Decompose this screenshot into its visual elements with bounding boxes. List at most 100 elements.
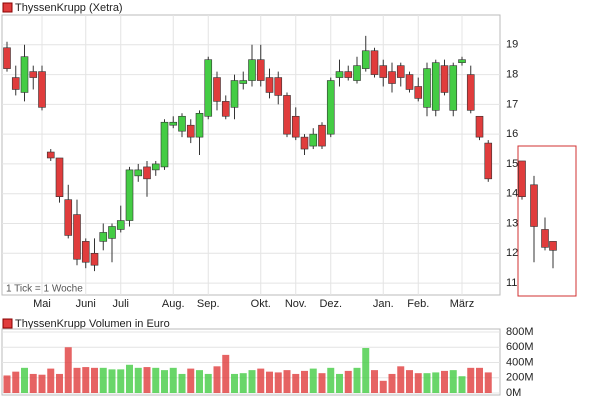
volume-bar [476, 367, 483, 393]
candle-body [300, 136, 309, 150]
candle-body [204, 59, 213, 117]
volume-bar [248, 370, 256, 393]
volume-bar [3, 375, 11, 393]
x-tick-label: Juni [76, 298, 96, 310]
volume-bar [134, 367, 142, 393]
x-tick-label: Feb. [407, 298, 429, 310]
volume-bar [143, 367, 151, 393]
candle-body [458, 59, 466, 63]
volume-bar [73, 367, 81, 393]
volume-bar [222, 354, 230, 393]
candle-body [221, 101, 230, 117]
candle-body [274, 77, 283, 96]
y-tick-label: 400M [506, 356, 534, 368]
volume-bar [12, 371, 20, 393]
volume-bar [379, 380, 387, 393]
candle-body [405, 74, 414, 90]
candle-body [388, 71, 396, 84]
y-tick-label: 600M [506, 341, 534, 353]
volume-bar [178, 373, 186, 393]
plot-frame [1, 14, 501, 296]
candle-body [55, 157, 64, 198]
candle-body [248, 59, 256, 81]
volume-bar [99, 367, 107, 393]
volume-bar [283, 370, 291, 393]
candle-body [309, 133, 318, 147]
volume-bar [47, 368, 55, 393]
y-tick-label: 13 [506, 217, 518, 229]
y-tick-label: 12 [506, 247, 518, 259]
candle-body [11, 77, 20, 90]
volume-bar [239, 373, 247, 393]
volume-bar [397, 366, 405, 393]
candle-body [265, 77, 274, 93]
volume-bar [371, 370, 378, 393]
candle-body [256, 59, 265, 81]
volume-bar [274, 372, 282, 393]
volume-bar [169, 367, 177, 393]
candle-body [38, 71, 46, 108]
candle-body [361, 50, 370, 69]
candle-body [143, 166, 151, 180]
volume-bar [423, 373, 431, 393]
volume-bar [362, 348, 370, 393]
candle-body [530, 184, 538, 227]
y-tick-label: 14 [506, 188, 518, 200]
candle-body [518, 160, 526, 198]
candle-body [195, 112, 204, 138]
volume-bar [441, 370, 448, 393]
volume-bar [82, 367, 90, 393]
candle-body [73, 214, 81, 260]
volume-bar [108, 369, 116, 393]
volume-bar [117, 369, 125, 393]
x-tick-label: Jan. [373, 298, 394, 310]
candle-body [178, 115, 186, 132]
candle-body [549, 241, 557, 251]
x-tick-label: Nov. [285, 298, 307, 310]
candle-body [466, 74, 475, 111]
volume-bar [91, 367, 98, 393]
volume-bar [231, 373, 238, 393]
x-tick-label: Dez. [319, 298, 342, 310]
candle-body [423, 68, 431, 108]
x-tick-label: Juli [112, 298, 129, 310]
legend-swatch [2, 318, 13, 329]
candle-body [283, 95, 291, 135]
volume-bar [56, 373, 63, 393]
volume-bar [344, 370, 352, 393]
candle-body [116, 220, 125, 230]
volume-bar [204, 373, 212, 393]
x-tick-label: Okt. [251, 298, 271, 310]
candle-body [20, 56, 29, 93]
candle-body [379, 65, 388, 78]
candle-body [99, 232, 108, 242]
volume-bar [309, 368, 317, 393]
volume-bar [484, 372, 492, 393]
candle-body [134, 169, 143, 177]
chart-title: ThyssenKrupp Volumen in Euro [15, 318, 170, 330]
volume-bar [449, 370, 457, 393]
volume-bar [196, 370, 203, 393]
candle-body [335, 71, 344, 78]
y-tick-label: 16 [506, 128, 518, 140]
candle-body [46, 151, 55, 159]
candle-body [431, 62, 440, 111]
y-tick-label: 17 [506, 98, 518, 110]
legend-swatch [2, 2, 13, 13]
volume-bar [213, 366, 221, 393]
chart-title: ThyssenKrupp (Xetra) [15, 2, 123, 14]
y-tick-label: 11 [506, 277, 517, 289]
candle-body [239, 80, 248, 84]
x-tick-label: März [450, 298, 474, 310]
x-tick-label: Aug. [162, 298, 185, 310]
annotation: 1 Tick = 1 Woche [6, 284, 83, 295]
candle-body [169, 121, 178, 126]
y-tick-label: 800M [506, 326, 534, 338]
volume-bar [161, 370, 168, 393]
candle-body [90, 252, 99, 266]
volume-bar [327, 367, 335, 393]
candle-body [396, 65, 405, 78]
candle-body [353, 65, 361, 81]
candle-body [449, 65, 458, 111]
volume-bar [64, 347, 72, 393]
